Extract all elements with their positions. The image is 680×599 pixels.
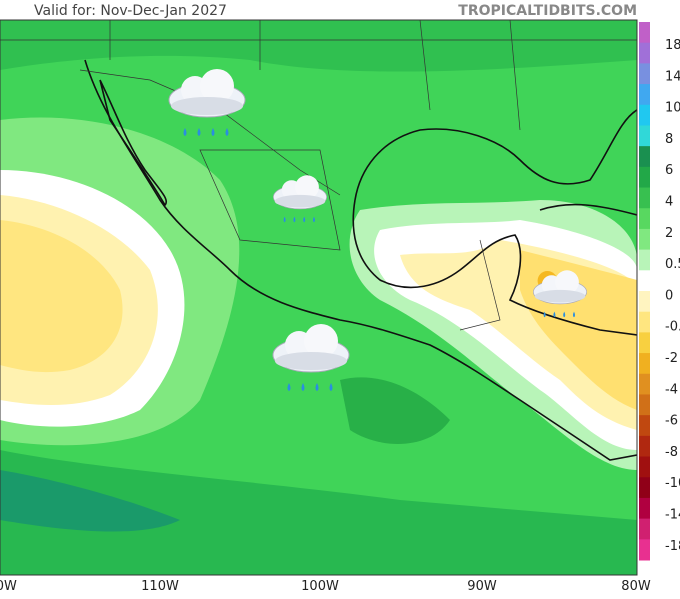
baja-coast (99, 79, 167, 207)
colorbar-swatch (639, 166, 650, 189)
longitude-label: 90W (467, 579, 497, 594)
colorbar-swatch (639, 228, 650, 251)
colorbar-label: 0 (665, 288, 673, 303)
colorbar-label: -14 (665, 508, 680, 523)
colorbar-swatch (639, 394, 650, 416)
colorbar-swatch (639, 435, 650, 458)
colorbar-swatch (639, 415, 650, 437)
longitude-label: 110W (141, 579, 179, 594)
colorbar-swatch (639, 456, 650, 478)
colorbar-label: -18 (665, 539, 680, 554)
colorbar-label: -6 (665, 414, 678, 429)
colorbar-swatch (639, 518, 650, 540)
coastline (84, 59, 637, 461)
map (0, 20, 637, 575)
longitude-label: 100W (301, 579, 339, 594)
site-text: TROPICALTIDBITS.COM (458, 3, 637, 19)
colorbar-swatch (639, 84, 650, 106)
colorbar-swatch (639, 42, 650, 64)
colorbar-swatch (639, 332, 650, 354)
colorbar-label: -4 (665, 382, 678, 397)
colorbar-label: 4 (665, 195, 673, 210)
colorbar-label: -2 (665, 351, 678, 366)
colorbar-label: 14 (665, 69, 680, 84)
colorbar-swatch (639, 539, 650, 561)
colorbar-swatch (639, 291, 650, 313)
longitude-label: 120W (0, 579, 17, 594)
colorbar-swatch (639, 497, 650, 520)
colorbar-swatch (639, 22, 650, 44)
sun-rain-icon (533, 269, 587, 318)
colorbar-swatch (639, 104, 650, 126)
colorbar-swatch (639, 125, 650, 147)
us-coast (354, 109, 637, 201)
colorbar-swatch (639, 477, 650, 499)
valid-text: Valid for: Nov-Dec-Jan 2027 (34, 3, 227, 19)
colorbar-swatch (639, 353, 650, 375)
longitude-label: 80W (621, 579, 651, 594)
colorbar-swatch (639, 146, 650, 168)
colorbar-label: -8 (665, 445, 678, 460)
colorbar-swatch (639, 187, 650, 209)
colorbar-label: -0.5 (665, 320, 680, 335)
colorbar: 18 14 10 8 6 4 2 0.5 0 -0.5 -2 -4 -6 -8 -10 -14 -18 (639, 22, 680, 561)
colorbar-label: -10 (665, 476, 680, 491)
colorbar-swatch (639, 63, 650, 85)
colorbar-label: 2 (665, 226, 673, 241)
colorbar-swatch (639, 373, 650, 395)
colorbar-label: 18 (665, 38, 680, 53)
colorbar-swatch (639, 249, 650, 271)
colorbar-label: 0.5 (665, 257, 680, 272)
colorbar-label: 6 (665, 163, 673, 178)
cuba-coast (539, 203, 637, 216)
colorbar-swatch (639, 208, 650, 230)
gulf-coast (352, 199, 637, 336)
borders (0, 20, 637, 331)
longitude-labels: 120W 110W 100W 90W 80W (0, 579, 651, 594)
colorbar-swatch (639, 311, 650, 333)
header-bar (0, 0, 680, 20)
map-frame (0, 19, 638, 576)
colorbar-label: 8 (665, 132, 673, 147)
colorbar-swatch (639, 270, 650, 292)
colorbar-label: 10 (665, 101, 680, 116)
